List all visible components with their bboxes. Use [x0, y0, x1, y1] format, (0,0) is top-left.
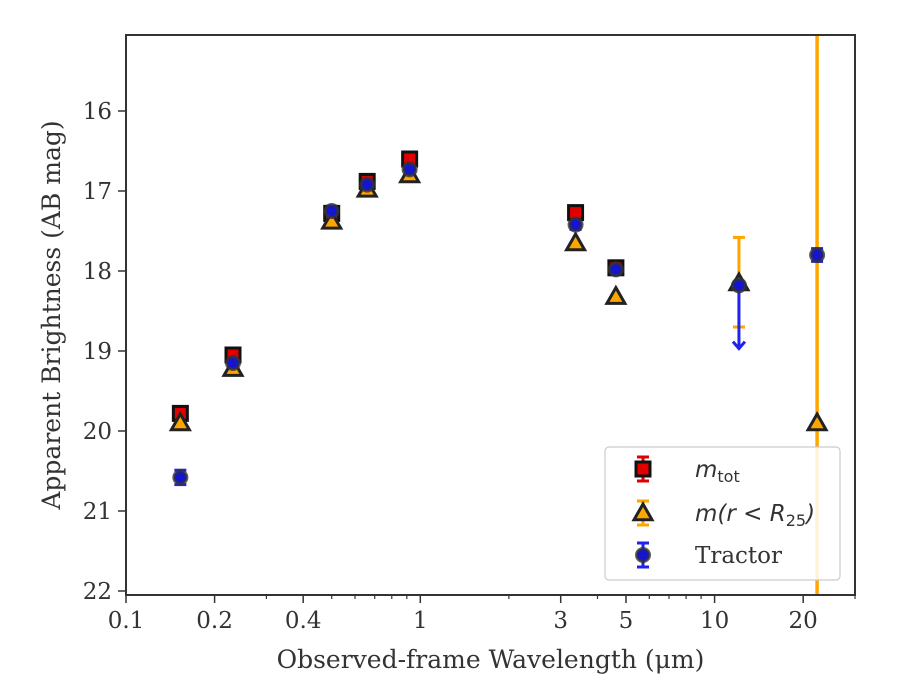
marker-mr25: [563, 230, 588, 252]
marker-tractor: [359, 176, 376, 193]
y-tick-label: 21: [83, 499, 112, 525]
marker-tractor: [809, 247, 826, 263]
y-tick-label: 20: [83, 419, 112, 445]
legend-marker-tractor: [635, 547, 651, 563]
x-tick-label: 0.1: [108, 608, 145, 634]
marker-tractor: [607, 261, 624, 278]
marker-tractor: [567, 216, 584, 233]
legend-marker-mr25: [631, 500, 655, 522]
marker-tractor: [323, 203, 340, 219]
legend-label-mr25: m(r < R25): [695, 501, 815, 530]
y-tick-label: 17: [83, 179, 112, 205]
legend: mtot m(r < R25) Tractor: [604, 446, 841, 581]
plot-area: [125, 34, 856, 596]
legend-label-tractor: Tractor: [695, 543, 782, 569]
marker-tractor: [172, 469, 189, 486]
marker-mr25: [805, 410, 829, 432]
y-axis-title: Apparent Brightness (AB mag): [37, 120, 66, 510]
marker-mr25: [604, 284, 628, 305]
marker-mr25: [320, 209, 344, 230]
x-tick-label: 10: [700, 608, 729, 634]
upper-limit-arrow: [731, 285, 747, 351]
x-tick-label: 0.4: [285, 608, 322, 634]
marker-mr25: [168, 410, 192, 432]
legend-box: [604, 446, 841, 581]
axis-ticks: 0.1 0.2 0.4 1 3 5 10 20 16 17 18 19 20 21 22: [83, 99, 856, 634]
data-markers: [168, 150, 829, 486]
y-tick-label: 18: [83, 259, 112, 285]
x-tick-label: 1: [413, 608, 428, 634]
x-axis-title: Observed-frame Wavelength (μm): [277, 645, 705, 674]
x-tick-label: 0.2: [196, 608, 233, 634]
x-tick-label: 5: [619, 608, 634, 634]
legend-label-mtot: mtot: [695, 457, 740, 486]
y-tick-label: 19: [83, 339, 112, 365]
x-tick-label: 3: [553, 608, 568, 634]
y-tick-label: 16: [83, 99, 112, 125]
y-tick-label: 22: [83, 579, 112, 605]
legend-marker-mtot: [634, 460, 652, 478]
x-tick-label: 20: [789, 608, 818, 634]
marker-tractor: [730, 277, 747, 294]
marker-tractor: [225, 355, 242, 371]
marker-tractor: [401, 161, 418, 178]
